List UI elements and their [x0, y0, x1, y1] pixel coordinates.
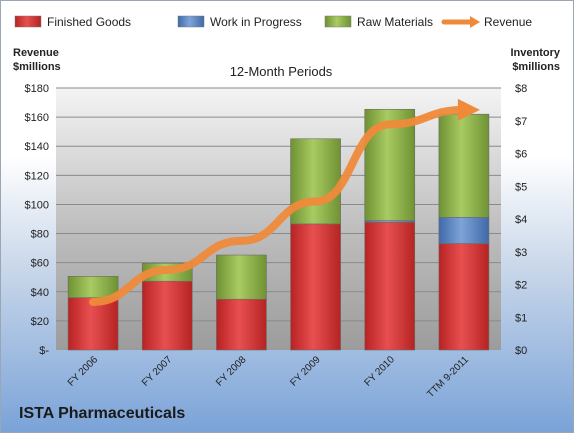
legend-swatch — [14, 15, 42, 28]
right-tick-label: $3 — [515, 247, 527, 259]
bar-work-in-progress — [438, 217, 490, 244]
right-tick-label: $7 — [515, 116, 527, 128]
bar-finished-goods — [67, 297, 119, 351]
chart-title: 12-Month Periods — [230, 64, 333, 79]
bar-raw-materials — [67, 276, 119, 298]
x-tick-label: FY 2009 — [288, 354, 323, 389]
right-tick-label: $5 — [515, 181, 527, 193]
legend-label: Revenue — [484, 15, 532, 29]
left-tick-label: $100 — [25, 199, 49, 211]
left-axis-subtitle: $millions — [13, 61, 61, 73]
right-tick-label: $6 — [515, 149, 527, 161]
revenue-line — [89, 105, 468, 306]
right-tick-label: $2 — [515, 280, 527, 292]
left-axis-title: Revenue — [13, 47, 59, 59]
left-tick-label: $- — [39, 345, 49, 357]
left-tick-label: $60 — [31, 258, 49, 270]
x-tick-label: FY 2006 — [66, 354, 101, 389]
bar-finished-goods — [438, 243, 490, 351]
legend-arrow — [470, 16, 480, 28]
x-tick-label: FY 2008 — [214, 354, 249, 389]
company-name: ISTA Pharmaceuticals — [19, 405, 186, 422]
left-tick-label: $80 — [31, 229, 49, 241]
right-axis-title: Inventory — [510, 47, 560, 59]
right-tick-label: $1 — [515, 312, 527, 324]
legend-swatch — [324, 15, 352, 28]
legend-label: Raw Materials — [357, 15, 433, 29]
left-tick-label: $20 — [31, 316, 49, 328]
revenue-arrowhead — [457, 98, 480, 121]
left-tick-label: $180 — [25, 83, 49, 95]
bar-finished-goods — [290, 223, 341, 351]
bar-finished-goods — [216, 298, 267, 351]
bar-raw-materials — [438, 113, 490, 218]
x-tick-label: FY 2010 — [362, 354, 397, 389]
legend-label: Finished Goods — [47, 15, 131, 29]
legend-swatch — [177, 15, 205, 28]
legend-label: Work in Progress — [210, 15, 302, 29]
right-tick-label: $8 — [515, 83, 527, 95]
bar-finished-goods — [141, 280, 193, 351]
bar-finished-goods — [364, 221, 416, 351]
right-axis-subtitle: $millions — [512, 61, 560, 73]
left-tick-label: $40 — [31, 287, 49, 299]
right-tick-label: $0 — [515, 345, 527, 357]
right-tick-label: $4 — [515, 214, 527, 226]
left-tick-label: $160 — [25, 112, 49, 124]
x-tick-label: FY 2007 — [140, 354, 175, 389]
left-tick-label: $120 — [25, 170, 49, 182]
bar-raw-materials — [290, 138, 341, 225]
x-tick-label: TTM 9-2011 — [425, 354, 471, 400]
bar-raw-materials — [216, 254, 267, 300]
left-tick-label: $140 — [25, 141, 49, 153]
